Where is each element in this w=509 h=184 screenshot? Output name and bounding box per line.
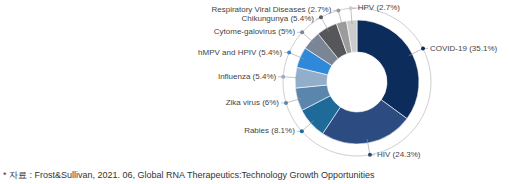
- label-category: HIV: [377, 150, 391, 159]
- data-label: COVID-19 (35.1%): [430, 44, 497, 53]
- leader-dot: [300, 30, 304, 34]
- label-value: (8.1%): [271, 126, 295, 135]
- data-label: Respiratory Viral Diseases (2.7%): [211, 5, 331, 14]
- data-label: Chikungunya (5.4%): [241, 14, 314, 23]
- label-category: COVID-19: [430, 44, 467, 53]
- label-value: (6%): [262, 98, 279, 107]
- label-category: Chikungunya: [241, 14, 288, 23]
- label-value: (35.1%): [469, 44, 497, 53]
- label-category: Influenza: [218, 72, 251, 81]
- leader-dot: [336, 8, 340, 12]
- leader-line: [409, 49, 428, 56]
- data-label: hMPV and HPIV (5.4%): [198, 48, 282, 57]
- label-category: Respiratory Viral Diseases: [211, 5, 305, 14]
- data-label: Zika virus (6%): [226, 98, 280, 107]
- leader-dot: [368, 153, 372, 157]
- source-note: * 자료 : Frost&Sullivan, 2021. 06, Global …: [3, 170, 375, 180]
- leader-dot: [287, 51, 291, 55]
- slice: [295, 85, 330, 110]
- data-label: Influenza (5.4%): [218, 72, 277, 81]
- label-value: (2.7%): [308, 5, 332, 14]
- data-label: Cytome-galovirus (5%): [214, 27, 296, 36]
- leader-dot: [300, 129, 304, 133]
- slice: [357, 20, 419, 119]
- leader-line: [297, 121, 314, 132]
- label-category: Rabies: [244, 126, 269, 135]
- outer-ring: [283, 8, 431, 156]
- leader-line: [367, 139, 375, 155]
- labels: COVID-19 (35.1%) HIV (24.3%) Rabies (8.1%)…: [198, 3, 497, 159]
- leader-dot: [284, 101, 288, 105]
- slice: [347, 20, 357, 52]
- data-label: HIV (24.3%): [377, 150, 421, 159]
- data-label: HPV (2.7%): [358, 3, 401, 12]
- label-category: Cytome-galovirus: [214, 27, 276, 36]
- label-category: Zika virus: [226, 98, 260, 107]
- leader-dot: [281, 75, 285, 79]
- leader-line: [333, 10, 342, 25]
- chart: COVID-19 (35.1%) HIV (24.3%) Rabies (8.1%)…: [0, 0, 509, 184]
- label-value: (24.3%): [393, 150, 421, 159]
- leader-dot: [349, 6, 353, 10]
- slices: [295, 20, 419, 144]
- label-category: HPV: [358, 3, 375, 12]
- leader-line: [351, 8, 356, 24]
- label-value: (5.4%): [290, 14, 314, 23]
- label-value: (5.4%): [253, 72, 277, 81]
- data-label: Rabies (8.1%): [244, 126, 295, 135]
- leader-line: [281, 98, 301, 103]
- label-value: (5%): [278, 27, 295, 36]
- label-category: hMPV and HPIV: [198, 48, 257, 57]
- label-value: (5.4%): [259, 48, 283, 57]
- leader-line: [297, 32, 314, 43]
- label-value: (2.7%): [376, 3, 400, 12]
- leader-line: [316, 17, 329, 31]
- leader-dot: [319, 15, 323, 19]
- leader-line: [284, 53, 304, 59]
- leader-dot: [421, 47, 425, 51]
